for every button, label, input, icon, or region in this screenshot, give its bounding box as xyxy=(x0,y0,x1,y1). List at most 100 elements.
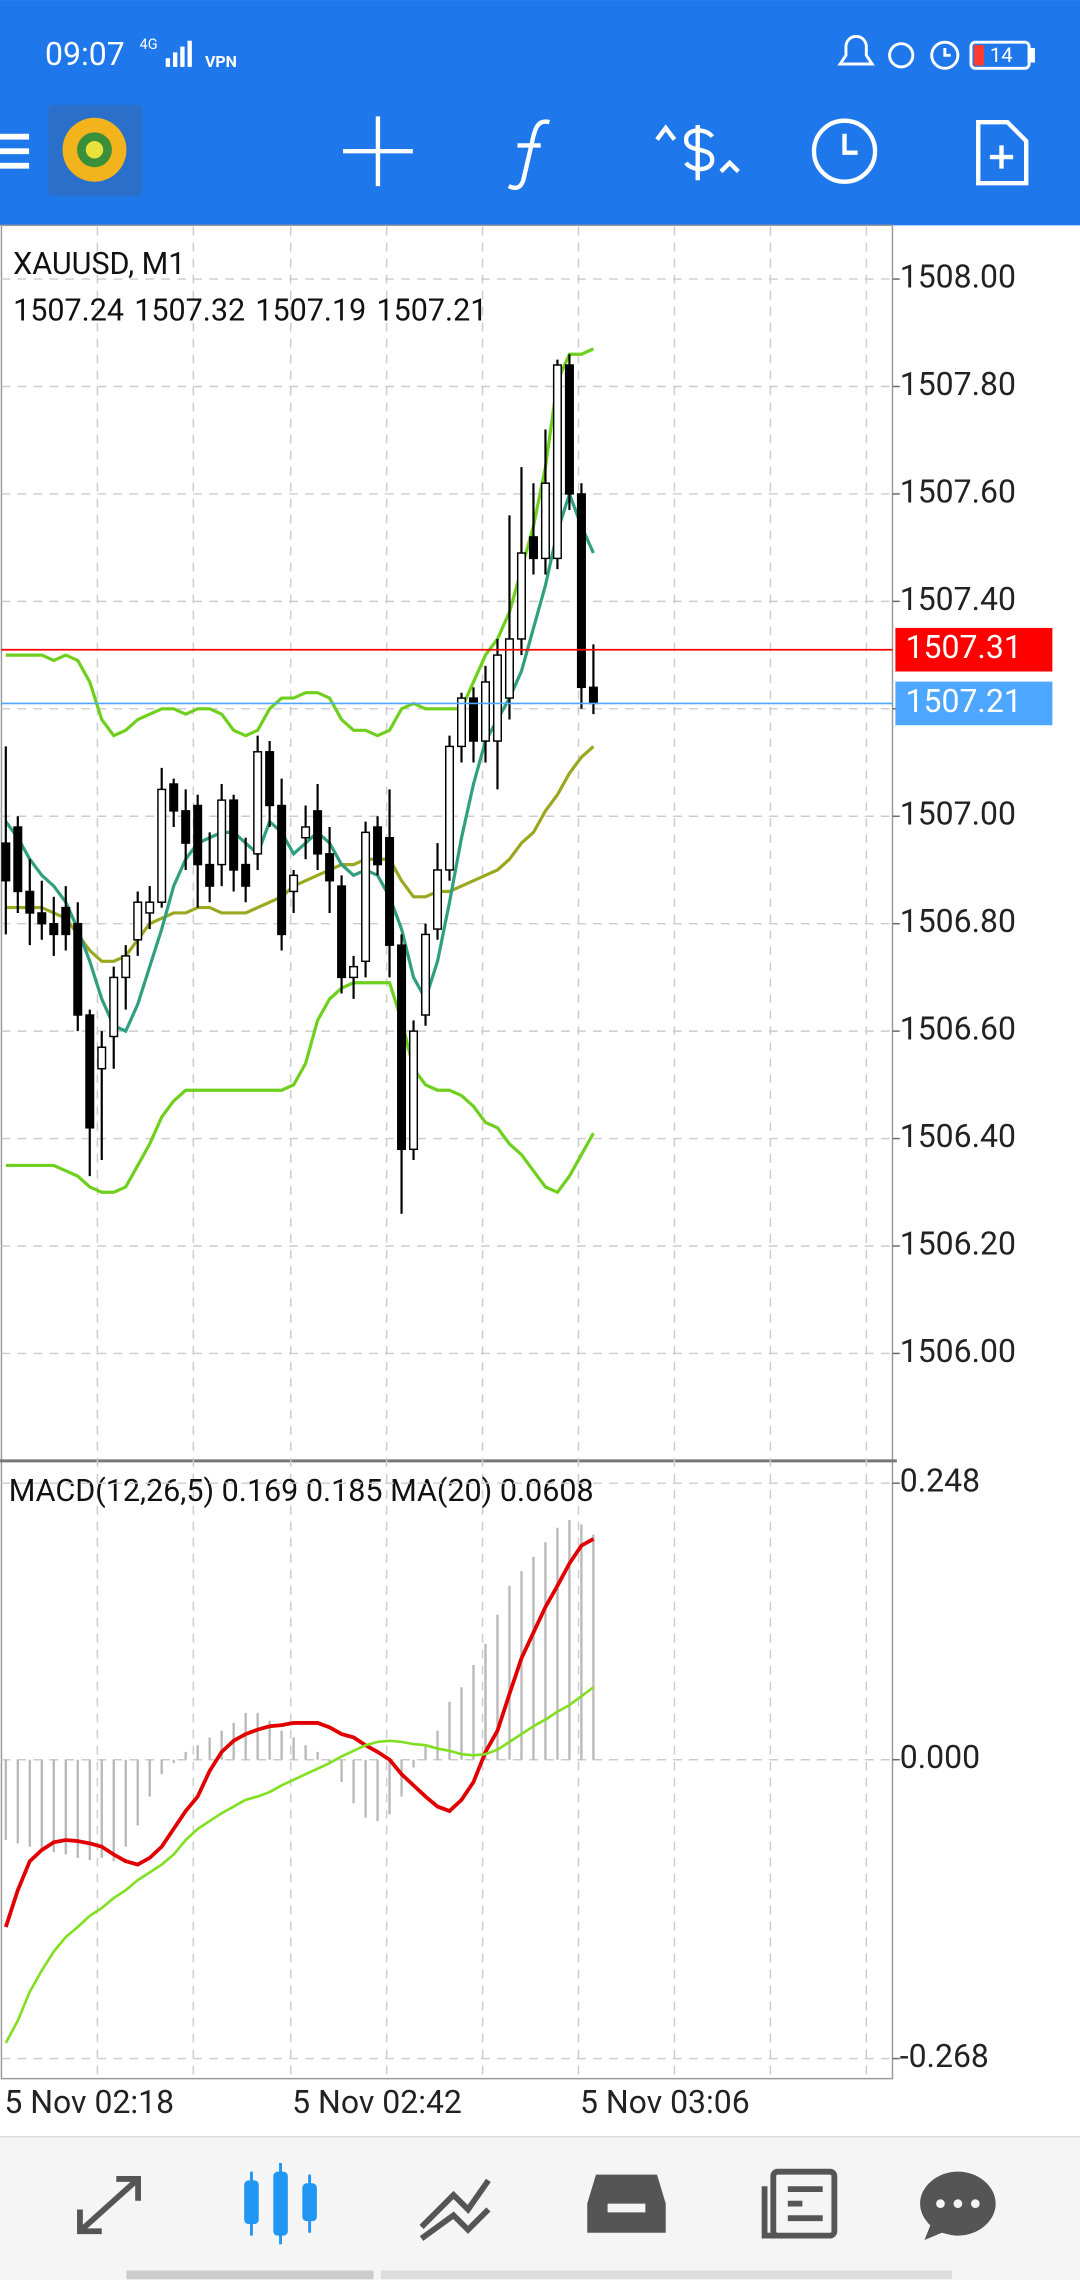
candle-body xyxy=(301,826,311,839)
y-tick-label: 0.248 xyxy=(900,1462,980,1500)
y-tick-label: 1507.00 xyxy=(900,795,1016,833)
candle-body xyxy=(588,686,598,705)
app-logo[interactable] xyxy=(47,104,143,197)
app-header xyxy=(0,0,1080,226)
chart-frame xyxy=(0,224,894,2080)
candle-body xyxy=(468,697,479,742)
y-tick-label: 1507.80 xyxy=(900,365,1016,403)
signal-icon xyxy=(165,40,192,67)
candle-body xyxy=(181,810,191,844)
indicator-line xyxy=(5,745,595,963)
nav-indicator xyxy=(126,2270,374,2280)
y-tick-label: -0.268 xyxy=(900,2037,989,2075)
candle-body xyxy=(313,810,323,855)
candle-body xyxy=(552,364,562,560)
candle-body xyxy=(121,955,131,979)
candle-body xyxy=(576,493,586,689)
chart-title: XAUUSD, M1 xyxy=(13,247,185,282)
candle-body xyxy=(97,1046,107,1070)
y-tick-label: 1507.60 xyxy=(900,472,1016,510)
nav-chat[interactable] xyxy=(920,2171,996,2240)
candle-body xyxy=(361,831,371,963)
candle-body xyxy=(540,482,550,560)
candle-body xyxy=(85,1014,95,1129)
candle-body xyxy=(217,799,227,866)
network-type: 4G xyxy=(140,36,158,53)
indicator-line xyxy=(4,1537,595,1928)
price-tag xyxy=(895,681,1053,726)
candle-body xyxy=(337,885,347,979)
new-order-button[interactable] xyxy=(976,119,1029,186)
candle-body xyxy=(37,912,47,925)
candle-body xyxy=(25,890,35,914)
x-tick-label: 5 Nov 02:18 xyxy=(4,2083,174,2121)
crosshair-button[interactable] xyxy=(343,116,413,187)
indicators-button[interactable] xyxy=(507,119,550,191)
nav-quotes[interactable] xyxy=(77,2176,141,2235)
menu-button[interactable] xyxy=(0,133,30,169)
candle-body xyxy=(145,901,155,914)
price-tag-label: 1507.21 xyxy=(906,682,1022,720)
candle-body xyxy=(241,863,251,887)
candle-body xyxy=(433,869,443,930)
vpn-indicator: VPN xyxy=(205,52,237,71)
candle-body xyxy=(253,751,263,855)
indicator-line xyxy=(5,347,595,738)
y-tick-label: 1506.40 xyxy=(900,1117,1016,1155)
trade-button[interactable] xyxy=(655,124,740,181)
candle-body xyxy=(445,745,455,871)
nav-chart[interactable] xyxy=(244,2162,317,2245)
candle-body xyxy=(265,751,275,807)
nav-trade[interactable] xyxy=(419,2178,491,2241)
y-tick-label: 1506.60 xyxy=(900,1010,1016,1048)
candle-body xyxy=(193,804,203,866)
price-tag-label: 1507.31 xyxy=(906,628,1022,666)
candle-body xyxy=(492,654,502,742)
candle-body xyxy=(373,826,383,866)
candle-body xyxy=(1,842,11,882)
candle-body xyxy=(109,976,119,1038)
history-button[interactable] xyxy=(811,118,878,184)
candle-body xyxy=(516,552,526,640)
candle-body xyxy=(49,922,59,936)
candle-body xyxy=(528,536,538,560)
candle-body xyxy=(13,826,23,893)
nav-news[interactable] xyxy=(761,2168,838,2239)
candle-body xyxy=(133,901,143,941)
bottom-nav xyxy=(0,2136,1080,2280)
price-tag xyxy=(895,627,1053,672)
status-icons xyxy=(837,35,1035,70)
toolbar xyxy=(343,116,1029,191)
candle-body xyxy=(73,922,83,1016)
candle-body xyxy=(504,638,514,699)
indicator-line xyxy=(5,981,595,1195)
candle-body xyxy=(409,1030,419,1151)
x-tick-label: 5 Nov 03:06 xyxy=(580,2083,750,2121)
candle-body xyxy=(205,863,215,887)
nav-indicator xyxy=(380,2270,953,2280)
ohlc-high: 1507.32 xyxy=(134,294,245,329)
ohlc-readout: 1507.24 1507.32 1507.19 1507.21 xyxy=(13,294,487,329)
candle-body xyxy=(397,944,407,1151)
nav-background xyxy=(0,2136,1080,2280)
macd-title: MACD(12,26,5) 0.169 0.185 MA(20) 0.0608 xyxy=(9,1474,594,1509)
candle-body xyxy=(421,933,431,1016)
y-tick-label: 1506.80 xyxy=(900,902,1016,940)
battery-level xyxy=(973,45,985,66)
ohlc-close: 1507.21 xyxy=(376,294,487,329)
candle-body xyxy=(325,853,335,882)
x-tick-label: 5 Nov 02:42 xyxy=(292,2083,462,2121)
candle-body xyxy=(61,906,71,936)
candle-body xyxy=(277,804,287,936)
y-tick-label: 0.000 xyxy=(900,1738,980,1776)
time-grid xyxy=(96,226,868,2079)
candle-body xyxy=(385,837,395,946)
candle-body xyxy=(457,697,467,748)
candle-body xyxy=(169,783,179,812)
y-tick-label: 1508.00 xyxy=(900,257,1016,295)
candle-body xyxy=(564,364,574,495)
nav-history[interactable] xyxy=(587,2174,666,2233)
candle-body xyxy=(480,681,490,742)
